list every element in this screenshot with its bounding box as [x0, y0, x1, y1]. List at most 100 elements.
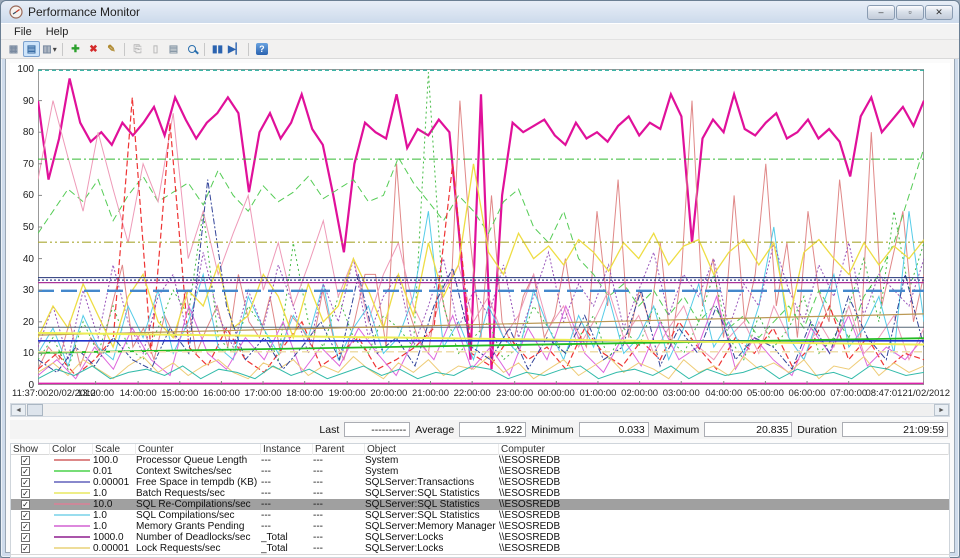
update-data-icon[interactable]: ▶▏: [228, 43, 244, 55]
counter-row[interactable]: ✓ 0.00001 Lock Requests/sec _Total --- SQLSer…: [11, 543, 949, 554]
cell-instance: ---: [261, 521, 271, 532]
delete-counter-icon[interactable]: ✖: [89, 43, 98, 55]
cell-object: SQLServer:Memory Manager: [365, 521, 496, 532]
cell-scale: 0.00001: [93, 543, 130, 554]
counter-list: Show Color Scale Counter Instance Parent Objec…: [10, 443, 950, 558]
cell-parent: ---: [313, 532, 323, 543]
maximum-label: Maximum: [653, 423, 700, 436]
change-graph-type-icon[interactable]: ▥ ▾: [42, 43, 57, 55]
scroll-right-arrow-icon[interactable]: ►: [934, 404, 949, 416]
show-checkbox[interactable]: ✓: [21, 533, 30, 542]
show-checkbox[interactable]: ✓: [21, 500, 30, 509]
cell-object: SQLServer:SQL Statistics: [365, 499, 480, 510]
scroll-left-arrow-icon[interactable]: ◄: [11, 404, 26, 416]
counter-row[interactable]: ✓ 0.01 Context Switches/sec --- --- System \\E…: [11, 466, 949, 477]
cell-instance: ---: [261, 488, 271, 499]
column-header-object[interactable]: Object: [365, 444, 499, 455]
cell-computer: \\ESOSREDB: [499, 543, 561, 554]
scrollbar-thumb[interactable]: [27, 404, 43, 416]
counter-row[interactable]: ✓ 1.0 SQL Compilations/sec --- --- SQLServer:…: [11, 510, 949, 521]
column-header-scale[interactable]: Scale: [93, 444, 136, 455]
cell-counter: Lock Requests/sec: [136, 543, 221, 554]
chart-view-icon[interactable]: ▤: [23, 41, 40, 57]
copy-properties-icon[interactable]: ⎘: [133, 43, 142, 55]
series-context-switches: [38, 147, 924, 339]
y-axis-tick-label: 0: [28, 380, 34, 391]
add-counter-icon[interactable]: ✚: [71, 43, 80, 55]
cell-computer: \\ESOSREDB: [499, 488, 561, 499]
cell-instance: ---: [261, 499, 271, 510]
last-label: Last: [319, 423, 340, 436]
properties-icon[interactable]: ▤: [168, 43, 179, 55]
show-checkbox[interactable]: ✓: [21, 467, 30, 476]
cell-parent: ---: [313, 510, 323, 521]
title-bar[interactable]: Performance Monitor – ▫ ✕: [1, 1, 959, 23]
freeze-display-icon[interactable]: ▮▮: [211, 43, 223, 55]
cell-computer: \\ESOSREDB: [499, 532, 561, 543]
menu-help[interactable]: Help: [45, 25, 69, 38]
menu-file[interactable]: File: [14, 25, 32, 38]
column-header-show[interactable]: Show: [11, 444, 50, 455]
cell-parent: ---: [313, 499, 323, 510]
x-axis-tick-label: 11:37:0020/02/2012: [12, 388, 96, 399]
column-header-parent[interactable]: Parent: [313, 444, 365, 455]
x-axis-tick-label: 04:00:00: [705, 388, 743, 399]
x-axis-tick-label: 23:00:00: [496, 388, 534, 399]
app-icon: [9, 5, 23, 19]
series-green-dotted-series: [38, 72, 924, 371]
counter-row[interactable]: ✓ 1.0 Batch Requests/sec --- --- SQLServer:SQ…: [11, 488, 949, 499]
cell-scale: 10.0: [93, 499, 113, 510]
switch-view-icon[interactable]: ▦: [8, 43, 19, 55]
series-teal-low-series: [38, 365, 924, 380]
show-checkbox[interactable]: ✓: [21, 544, 30, 553]
counter-row[interactable]: ✓ 1.0 Memory Grants Pending --- --- SQLServer…: [11, 521, 949, 532]
cell-scale: 0.00001: [93, 477, 130, 488]
show-checkbox[interactable]: ✓: [21, 489, 30, 498]
cell-counter: Batch Requests/sec: [136, 488, 225, 499]
cell-computer: \\ESOSREDB: [499, 499, 561, 510]
column-header-computer[interactable]: Computer: [499, 444, 949, 455]
counter-row[interactable]: ✓ 0.00001 Free Space in tempdb (KB) --- --- S…: [11, 477, 949, 488]
zoom-icon[interactable]: [183, 41, 200, 57]
counter-row[interactable]: ✓ 10.0 SQL Re-Compilations/sec --- --- SQLSer…: [11, 499, 949, 510]
window-title: Performance Monitor: [28, 5, 141, 19]
cell-object: SQLServer:Transactions: [365, 477, 475, 488]
series-pink-thin-series: [38, 100, 924, 362]
show-checkbox[interactable]: ✓: [21, 511, 30, 520]
column-header-instance[interactable]: Instance: [261, 444, 313, 455]
cell-counter: Memory Grants Pending: [136, 521, 245, 532]
paste-counter-list-icon[interactable]: ▯: [152, 43, 159, 55]
column-header-counter[interactable]: Counter: [136, 444, 261, 455]
cell-object: System: [365, 455, 399, 466]
color-swatch: [54, 514, 90, 517]
cell-instance: ---: [261, 466, 271, 477]
cell-scale: 1.0: [93, 510, 107, 521]
close-button[interactable]: ✕: [925, 4, 953, 20]
cell-computer: \\ESOSREDB: [499, 477, 561, 488]
counter-row[interactable]: ✓ 100.0 Processor Queue Length --- --- System…: [11, 455, 949, 466]
maximum-value: 20.835: [704, 422, 793, 437]
counter-row[interactable]: ✓ 1000.0 Number of Deadlocks/sec _Total --- S…: [11, 532, 949, 543]
minimize-button[interactable]: –: [867, 4, 895, 20]
y-axis-tick-label: 80: [22, 127, 34, 139]
help-icon[interactable]: ?: [253, 41, 270, 57]
cell-object: SQLServer:Locks: [365, 543, 444, 554]
chart-plot-area[interactable]: [38, 69, 924, 385]
maximize-button[interactable]: ▫: [896, 4, 924, 20]
chart-horizontal-scrollbar[interactable]: ◄ ►: [10, 403, 950, 417]
column-header-color[interactable]: Color: [50, 444, 93, 455]
show-checkbox[interactable]: ✓: [21, 456, 30, 465]
cell-counter: Free Space in tempdb (KB): [136, 477, 258, 488]
show-checkbox[interactable]: ✓: [21, 522, 30, 531]
x-axis-tick-label: 05:00:00: [746, 388, 784, 399]
scrollbar-track[interactable]: [43, 404, 934, 416]
show-checkbox[interactable]: ✓: [21, 478, 30, 487]
value-bar: Last ---------- Average 1.922 Minimum 0.…: [10, 420, 950, 439]
highlight-icon[interactable]: ✎: [107, 43, 116, 55]
average-value: 1.922: [459, 422, 527, 437]
color-swatch: [54, 459, 90, 462]
toolbar-separator: [248, 42, 250, 56]
x-axis-tick-label: 03:00:00: [662, 388, 700, 399]
cell-parent: ---: [313, 455, 323, 466]
